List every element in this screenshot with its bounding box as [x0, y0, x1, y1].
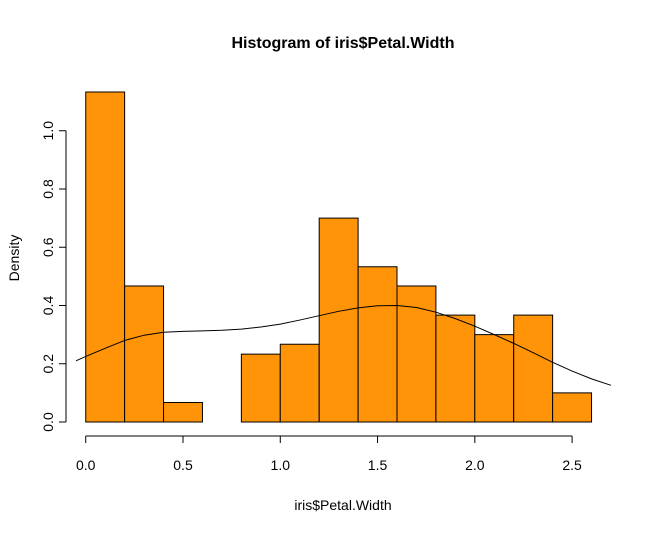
histogram-bar-1	[124, 285, 165, 423]
y-tick-label-5: 1.0	[40, 121, 56, 141]
histogram-bar-11	[513, 314, 554, 423]
y-tick-label-1: 0.2	[40, 354, 56, 374]
x-tick-label-5: 2.5	[562, 457, 582, 473]
x-tick-label-2: 1.0	[271, 457, 291, 473]
histogram-bar-9	[435, 314, 476, 423]
x-tick-label-4: 2.0	[465, 457, 485, 473]
histogram-bar-6	[318, 217, 359, 423]
x-tick-label-1: 0.5	[173, 457, 193, 473]
y-axis: 0.0 0.2 0.4 0.6 0.8 1.0	[40, 121, 67, 432]
histogram-bar-2	[163, 401, 203, 423]
y-axis-label: Density	[6, 235, 22, 282]
chart-title: Histogram of iris$Petal.Width	[232, 35, 455, 52]
x-tick-label-3: 1.5	[368, 457, 388, 473]
histogram-bar-12	[552, 392, 593, 423]
histogram-bar-5	[279, 343, 320, 423]
y-tick-label-3: 0.6	[40, 237, 56, 257]
x-axis-label: iris$Petal.Width	[294, 497, 391, 513]
histogram-bar-4	[240, 353, 281, 423]
y-tick-label-0: 0.0	[40, 412, 56, 432]
histogram-bar-7	[357, 266, 398, 423]
y-tick-label-2: 0.4	[40, 296, 56, 316]
histogram-bar-10	[474, 334, 515, 423]
density-curve	[75, 304, 612, 386]
x-tick-label-0: 0.0	[76, 457, 96, 473]
histogram-bar-8	[396, 285, 437, 423]
bars-group	[85, 91, 593, 423]
y-tick-label-4: 0.8	[40, 179, 56, 199]
histogram-bar-0	[85, 91, 126, 423]
x-axis: 0.0 0.5 1.0 1.5 2.0 2.5	[76, 435, 582, 473]
